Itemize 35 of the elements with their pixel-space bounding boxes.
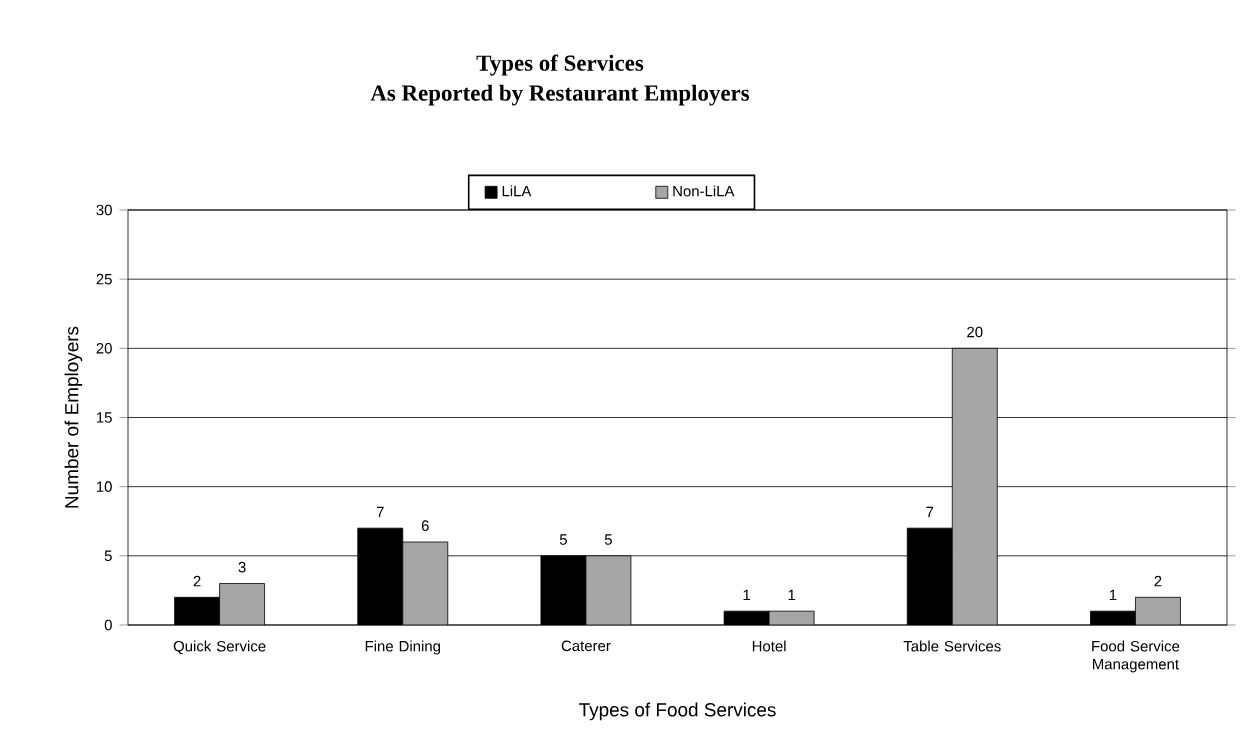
bar: [585, 555, 632, 625]
y-tick-label: 15: [96, 412, 112, 423]
x-tick-label: Fine Dining: [365, 640, 440, 655]
data-label: 5: [604, 534, 612, 545]
data-label: 20: [967, 326, 983, 338]
y-tick-label: 25: [96, 273, 112, 285]
y-tick-label: 10: [96, 481, 112, 492]
y-tick-label: 0: [104, 619, 112, 631]
y-tick-label: 5: [104, 550, 112, 562]
data-label: 6: [421, 520, 429, 531]
data-label: 2: [1154, 575, 1162, 587]
data-label: 2: [193, 575, 201, 587]
y-tick-label: 20: [96, 343, 112, 354]
y-tick-label: 30: [96, 204, 112, 216]
bar: [951, 347, 998, 625]
data-label: 3: [238, 561, 246, 573]
data-label: 7: [376, 506, 384, 518]
bar: [402, 541, 449, 625]
bar: [219, 583, 265, 625]
legend-label: LiLA: [502, 185, 532, 197]
x-tick-label: Table Services: [903, 640, 1001, 652]
data-label: 1: [743, 589, 751, 601]
chart-title: Types of Services As Reported by Restaurant Employers: [370, 54, 750, 106]
x-axis-title: Types of Food Services: [579, 702, 776, 721]
legend-label: Non-LiLA: [673, 185, 735, 197]
bar: [1135, 596, 1181, 625]
data-label: 5: [559, 534, 567, 545]
data-label: 7: [926, 506, 934, 518]
x-tick-label: Hotel: [752, 640, 786, 652]
data-label: 1: [1109, 589, 1117, 601]
x-tick-label: Quick Service: [173, 640, 266, 655]
data-label: 1: [788, 589, 796, 601]
y-axis-title: Number of Employers: [64, 326, 83, 508]
x-tick-label: Caterer: [561, 640, 611, 652]
x-tick-label: Food Service Management: [1092, 640, 1180, 673]
